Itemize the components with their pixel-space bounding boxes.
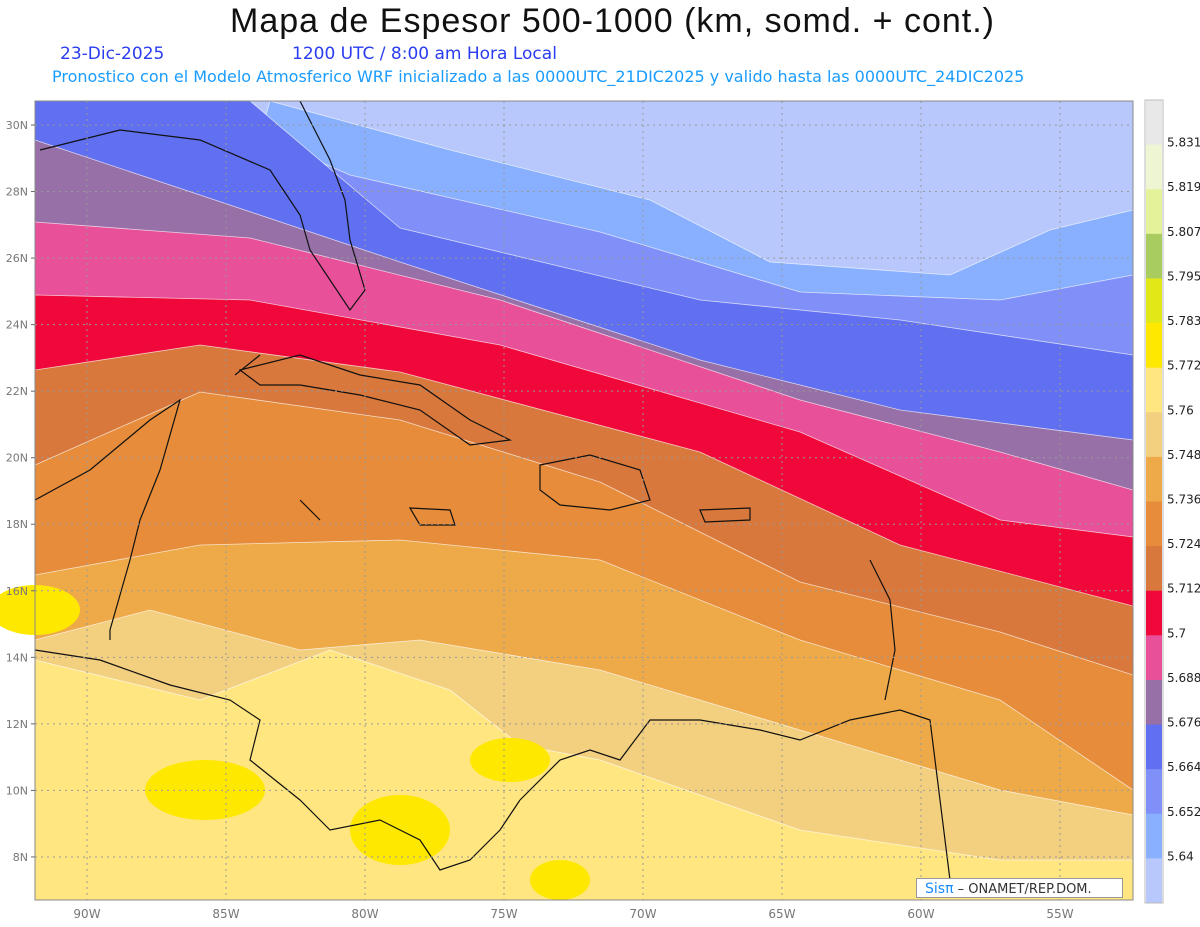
legend-swatch — [1146, 189, 1162, 235]
forecast-time: 1200 UTC / 8:00 am Hora Local — [292, 44, 557, 64]
legend-swatch — [1146, 813, 1162, 859]
legend-label: 5.748 — [1167, 448, 1200, 462]
legend-label: 5.64 — [1167, 849, 1194, 863]
coastline — [539, 454, 651, 511]
legend-swatch — [1146, 501, 1162, 547]
lat-label: 14N — [6, 651, 28, 664]
lat-label: 26N — [6, 252, 28, 265]
legend-label: 5.831 — [1167, 136, 1200, 150]
legend-label: 5.795 — [1167, 269, 1200, 283]
legend-swatch — [1146, 456, 1162, 502]
coastline — [34, 398, 182, 640]
legend-swatch — [1146, 100, 1162, 146]
lat-label: 10N — [6, 784, 28, 797]
forecast-date: 23-Dic-2025 — [60, 44, 165, 64]
latitude-labels: 30N 28N 26N 24N 22N 20N 18N 16N 14N 12N 10N 8N — [6, 119, 28, 864]
legend-label: 5.724 — [1167, 537, 1200, 551]
legend-swatch — [1146, 769, 1162, 815]
legend-swatch — [1146, 412, 1162, 458]
lon-label: 90W — [73, 907, 100, 921]
legend-swatch — [1146, 233, 1162, 279]
lat-label: 8N — [13, 851, 28, 864]
coastline — [238, 354, 513, 446]
legend-label: 5.819 — [1167, 180, 1200, 194]
lon-label: 55W — [1046, 907, 1073, 921]
longitude-labels: 90W 85W 80W 75W 70W 65W 60W 55W — [73, 907, 1073, 921]
coastline — [519, 709, 951, 881]
legend-label: 5.736 — [1167, 493, 1200, 507]
lon-label: 70W — [629, 907, 656, 921]
lon-label: 60W — [907, 907, 934, 921]
band — [530, 860, 590, 900]
lon-label: 75W — [490, 907, 517, 921]
legend-swatch — [1146, 323, 1162, 369]
color-legend: 5.831 5.819 5.807 5.795 5.783 5.772 5.76 5.748 5… — [1144, 99, 1200, 904]
legend-label: 5.688 — [1167, 671, 1200, 685]
legend-label: 5.676 — [1167, 716, 1200, 730]
graticule — [31, 101, 1133, 900]
lat-label: 24N — [6, 319, 28, 332]
lon-label: 85W — [212, 907, 239, 921]
map-frame — [34, 100, 1134, 901]
legend-label: 5.772 — [1167, 359, 1200, 373]
legend-swatch — [1146, 724, 1162, 770]
watermark: Sisπ – ONAMET/REP.DOM. — [916, 878, 1123, 898]
thickness-bands — [0, 100, 1134, 901]
lat-label: 28N — [6, 186, 28, 199]
legend-swatch — [1146, 590, 1162, 636]
legend-swatch — [1146, 679, 1162, 726]
lat-label: 12N — [6, 718, 28, 731]
watermark-brand: Sisπ — [925, 881, 954, 897]
legend-label: 5.76 — [1167, 403, 1194, 417]
coastline — [34, 649, 521, 871]
coastline — [39, 100, 366, 312]
coastline — [408, 507, 456, 526]
coastline — [234, 354, 321, 521]
watermark-text: – ONAMET/REP.DOM. — [957, 882, 1092, 897]
legend-swatch — [1146, 367, 1162, 413]
legend-label: 5.807 — [1167, 225, 1200, 239]
legend-swatch — [1146, 278, 1162, 324]
coastlines — [34, 100, 951, 881]
legend-label: 5.712 — [1167, 582, 1200, 596]
lat-label: 16N — [6, 585, 28, 598]
legend-label: 5.664 — [1167, 760, 1200, 774]
lat-label: 22N — [6, 385, 28, 398]
band — [470, 738, 550, 782]
map-title: Mapa de Espesor 500-1000 (km, somd. + co… — [230, 2, 995, 40]
legend-label: 5.7 — [1167, 626, 1186, 640]
legend-swatch — [1146, 635, 1162, 681]
forecast-subtitle: Pronostico con el Modelo Atmosferico WRF… — [52, 67, 1025, 86]
coastline — [699, 507, 751, 523]
legend-label: 5.783 — [1167, 314, 1200, 328]
lat-label: 20N — [6, 452, 28, 465]
lon-label: 65W — [768, 907, 795, 921]
legend-swatch — [1146, 546, 1162, 592]
coastline — [869, 559, 896, 701]
legend-frame — [1144, 99, 1164, 904]
lon-label: 80W — [351, 907, 378, 921]
legend-label: 5.652 — [1167, 805, 1200, 819]
legend-swatch — [1146, 858, 1162, 904]
legend-swatch — [1146, 144, 1162, 190]
band — [0, 585, 80, 635]
lat-label: 18N — [6, 518, 28, 531]
lat-label: 30N — [6, 119, 28, 132]
